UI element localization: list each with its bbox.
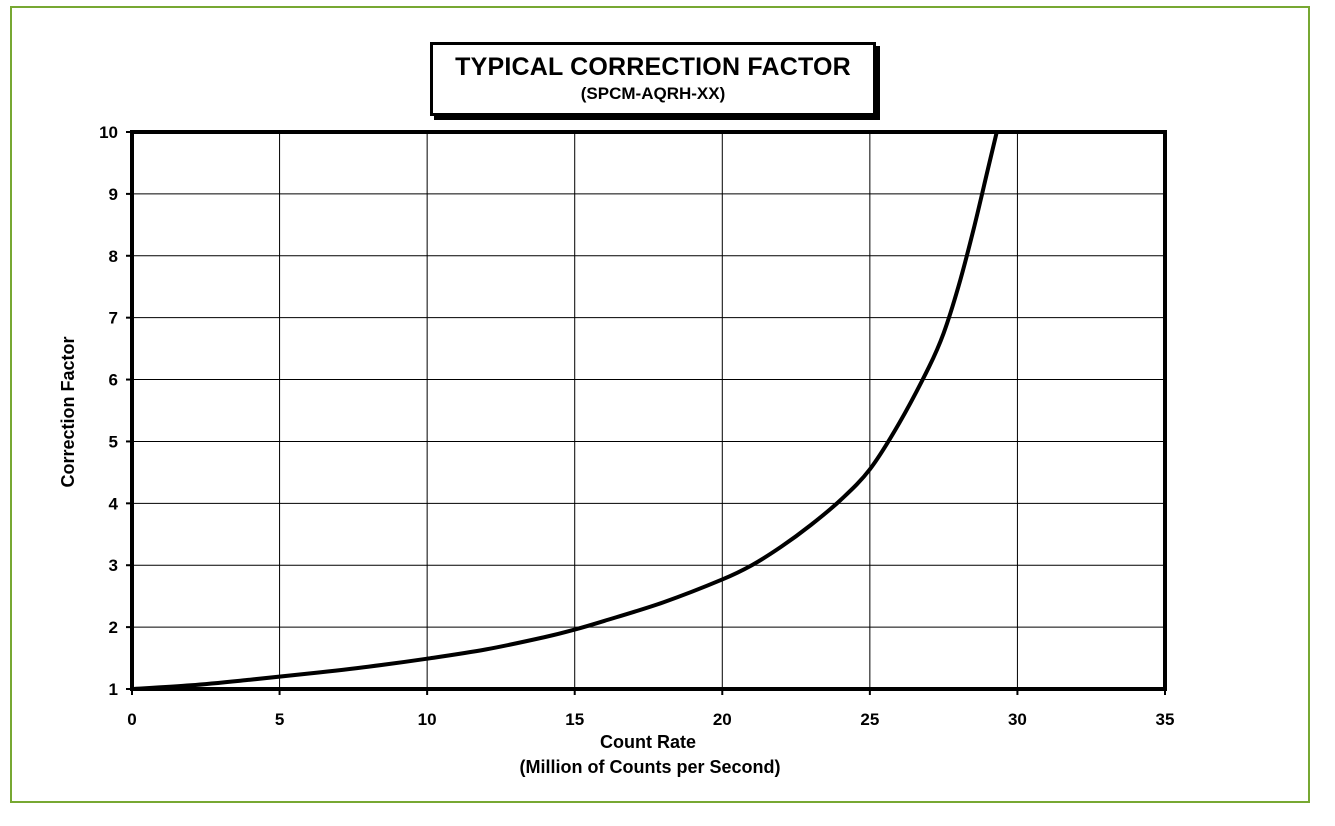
ticks-layer: 0 5 10 15 20 25 30 35 1 2 3 4 5 6 7 8 9 10	[99, 123, 1174, 729]
x-tick-label: 10	[418, 710, 437, 729]
x-tick-label: 20	[713, 710, 732, 729]
chart-subtitle: (SPCM-AQRH-XX)	[580, 84, 726, 103]
x-tick-label: 35	[1156, 710, 1175, 729]
y-tick-label: 5	[109, 432, 118, 451]
x-tick-label: 5	[275, 710, 284, 729]
y-tick-label: 1	[109, 680, 118, 699]
y-axis-label: Correction Factor	[58, 336, 78, 487]
y-tick-label: 2	[109, 618, 118, 637]
y-tick-label: 4	[109, 494, 119, 513]
y-tick-label: 3	[109, 556, 118, 575]
y-tick-label: 10	[99, 123, 118, 142]
x-axis-sublabel: (Million of Counts per Second)	[520, 757, 781, 777]
x-tick-label: 15	[565, 710, 584, 729]
curve-layer	[130, 130, 999, 691]
y-tick-label: 9	[109, 185, 118, 204]
correction-factor-line	[130, 130, 999, 691]
outer-frame	[10, 6, 1310, 803]
y-tick-label: 8	[109, 247, 118, 266]
chart-title: TYPICAL CORRECTION FACTOR	[455, 53, 851, 81]
x-tick-label: 25	[860, 710, 879, 729]
y-tick-label: 6	[109, 371, 118, 390]
chart-title-box: TYPICAL CORRECTION FACTOR (SPCM-AQRH-XX)	[430, 42, 876, 116]
x-tick-label: 0	[127, 710, 136, 729]
x-tick-label: 30	[1008, 710, 1027, 729]
x-axis-label: Count Rate	[600, 732, 696, 752]
y-tick-label: 7	[109, 309, 118, 328]
plot-area-border	[130, 130, 1167, 691]
